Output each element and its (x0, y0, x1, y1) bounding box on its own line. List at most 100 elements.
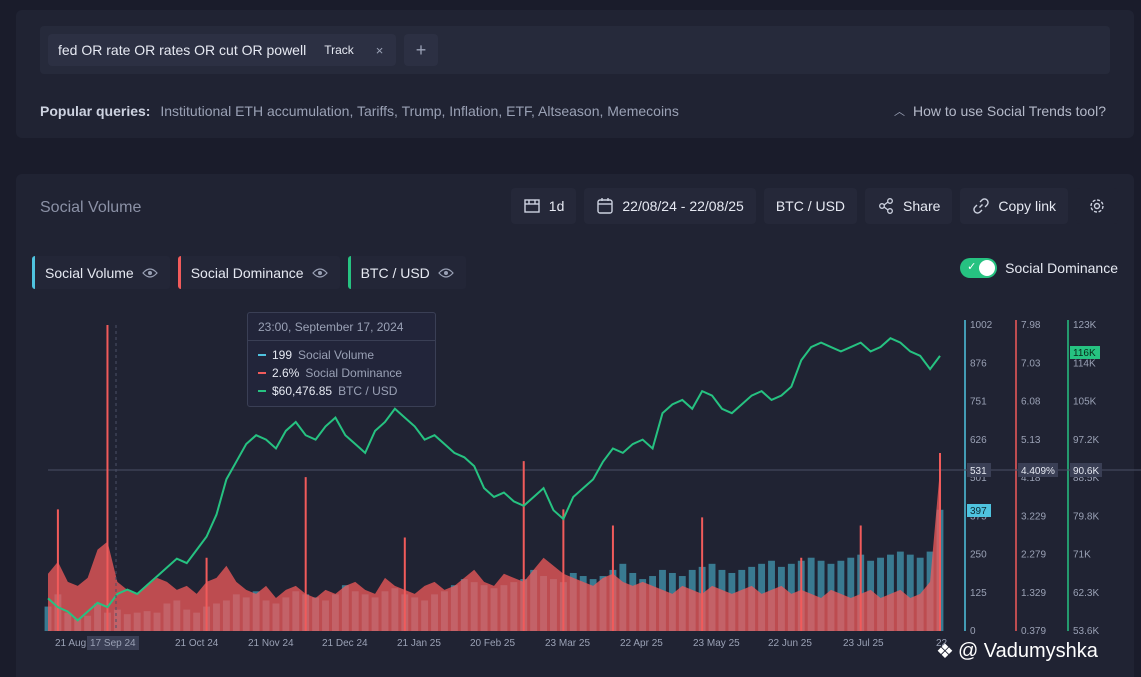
x-tick-label: 22 Jun 25 (768, 638, 812, 649)
tooltip-value: 199 (272, 348, 293, 362)
check-icon: ✓ (967, 261, 977, 273)
volume-tick-label: 0 (970, 626, 976, 637)
watermark-text: @ Vadumyshka (957, 640, 1098, 662)
volume-cursor-value: 531 (970, 466, 987, 477)
watermark: ❖ @ Vadumyshka (936, 639, 1098, 664)
swatch (258, 390, 266, 392)
help-link[interactable]: ︿ How to use Social Trends tool? (894, 103, 1106, 119)
swatch (258, 372, 266, 374)
volume-last-value: 397 (970, 506, 987, 517)
search-panel: fed OR rate OR rates OR cut OR powell Tr… (16, 10, 1134, 138)
calendar-range-icon (524, 199, 540, 213)
logo-icon: ❖ (936, 641, 954, 663)
track-button[interactable]: Track (324, 43, 354, 57)
gear-icon (1090, 199, 1104, 213)
date-range-label: 22/08/24 - 22/08/25 (622, 198, 744, 214)
help-link-label: How to use Social Trends tool? (913, 103, 1106, 119)
dominance-tick-label: 5.13 (1021, 435, 1041, 446)
dominance-cursor-value: 4.409% (1021, 466, 1055, 477)
chart-legend: Social Volume Social Dominance BTC / USD (32, 256, 466, 289)
tooltip-label: Social Dominance (305, 366, 403, 380)
volume-tick-label: 501 (970, 473, 987, 484)
chart-canvas[interactable]: 1002 7.98 123K 876 7.03 114K 751 6.08 105K 626 5.1… (0, 140, 1141, 677)
interval-label: 1d (548, 198, 565, 214)
query-bar: fed OR rate OR rates OR cut OR powell Tr… (40, 26, 1110, 74)
dominance-tick-label: 0.379 (1021, 626, 1046, 637)
tooltip-row-volume: 199 Social Volume (248, 346, 435, 364)
query-text: fed OR rate OR rates OR cut OR powell (58, 42, 307, 58)
link-icon (973, 198, 990, 214)
dominance-tick-label: 2.279 (1021, 550, 1046, 561)
popular-queries-list[interactable]: Institutional ETH accumulation, Tariffs,… (160, 103, 679, 119)
date-range-button[interactable]: 22/08/24 - 22/08/25 (584, 188, 756, 224)
volume-tick-label: 250 (970, 550, 987, 561)
share-icon (879, 198, 893, 214)
x-tick-label: 21 Nov 24 (248, 638, 294, 649)
share-button[interactable]: Share (865, 188, 953, 224)
volume-bar (847, 557, 855, 631)
popular-queries: Popular queries: Institutional ETH accum… (40, 103, 679, 119)
legend-label: Social Dominance (190, 264, 304, 281)
x-tick-label: 17 Sep 24 (90, 638, 136, 649)
price-last-badge (1070, 346, 1100, 359)
toggle-switch[interactable]: ✓ (960, 258, 998, 278)
dominance-tick-label: 6.08 (1021, 397, 1041, 408)
social-dominance-toggle[interactable]: ✓ Social Dominance (960, 258, 1118, 278)
eye-icon[interactable] (311, 267, 328, 279)
price-tick-label: 62.3K (1073, 588, 1099, 599)
volume-tick-label: 751 (970, 397, 987, 408)
legend-social-volume[interactable]: Social Volume (32, 256, 170, 289)
close-icon[interactable]: × (375, 42, 384, 58)
legend-social-dominance[interactable]: Social Dominance (177, 256, 340, 289)
eye-icon[interactable] (141, 267, 158, 279)
dominance-tick-label: 7.98 (1021, 320, 1041, 331)
x-tick-label: 22 Apr 25 (620, 638, 663, 649)
dominance-tick-label: 7.03 (1021, 358, 1041, 369)
price-tick-label: 123K (1073, 320, 1097, 331)
volume-bar (877, 557, 884, 631)
tooltip-row-price: $60,476.85 BTC / USD (248, 382, 435, 400)
tooltip-row-dominance: 2.6% Social Dominance (248, 364, 435, 382)
pair-button[interactable]: BTC / USD (763, 188, 858, 224)
chart-toolbar: 1d 22/08/24 - 22/08/25 BTC / USD Share C… (510, 188, 1118, 224)
chart-title: Social Volume (40, 199, 142, 216)
add-query-button[interactable]: + (404, 34, 438, 66)
x-tick-label: 23 Mar 25 (545, 638, 590, 649)
price-tick-label: 71K (1073, 550, 1091, 561)
price-cursor-badge (1070, 463, 1102, 477)
tooltip-date: 23:00, September 17, 2024 (248, 313, 435, 341)
legend-btc-usd[interactable]: BTC / USD (347, 256, 466, 289)
price-tick-label: 97.2K (1073, 435, 1099, 446)
volume-cursor-badge (967, 463, 991, 477)
interval-button[interactable]: 1d (510, 188, 577, 224)
dominance-area (48, 469, 940, 631)
dominance-tick-label: 1.329 (1021, 588, 1046, 599)
price-tick-label: 88.5K (1073, 473, 1099, 484)
x-tick-label: 23 May 25 (693, 638, 740, 649)
chart-tooltip: 23:00, September 17, 2024 199 Social Volu… (247, 312, 436, 407)
price-cursor-value: 90.6K (1073, 466, 1099, 477)
popular-queries-label: Popular queries: (40, 103, 151, 119)
x-cursor-badge (87, 636, 139, 650)
copy-link-label: Copy link (998, 198, 1056, 214)
toggle-label: Social Dominance (1005, 260, 1118, 276)
x-tick-label: 21 Aug (55, 638, 86, 649)
price-tick-label: 105K (1073, 397, 1097, 408)
price-tick-label: 53.6K (1073, 626, 1099, 637)
x-tick-label: 23 Jul 25 (843, 638, 884, 649)
x-tick-label: 21 Dec 24 (322, 638, 368, 649)
query-chip[interactable]: fed OR rate OR rates OR cut OR powell Tr… (48, 34, 396, 66)
legend-label: BTC / USD (360, 264, 430, 281)
dominance-cursor-badge (1018, 463, 1058, 477)
volume-bar (817, 560, 825, 631)
eye-icon[interactable] (437, 267, 454, 279)
dominance-tick-label: 4.18 (1021, 473, 1041, 484)
volume-last-badge (967, 504, 991, 517)
x-tick-label: 22 (936, 638, 948, 649)
volume-tick-label: 125 (970, 588, 987, 599)
volume-tick-label: 1002 (970, 320, 993, 331)
copy-link-button[interactable]: Copy link (960, 188, 1068, 224)
calendar-icon (597, 198, 614, 214)
x-tick-label: 21 Oct 24 (175, 638, 219, 649)
settings-button[interactable] (1076, 188, 1118, 224)
